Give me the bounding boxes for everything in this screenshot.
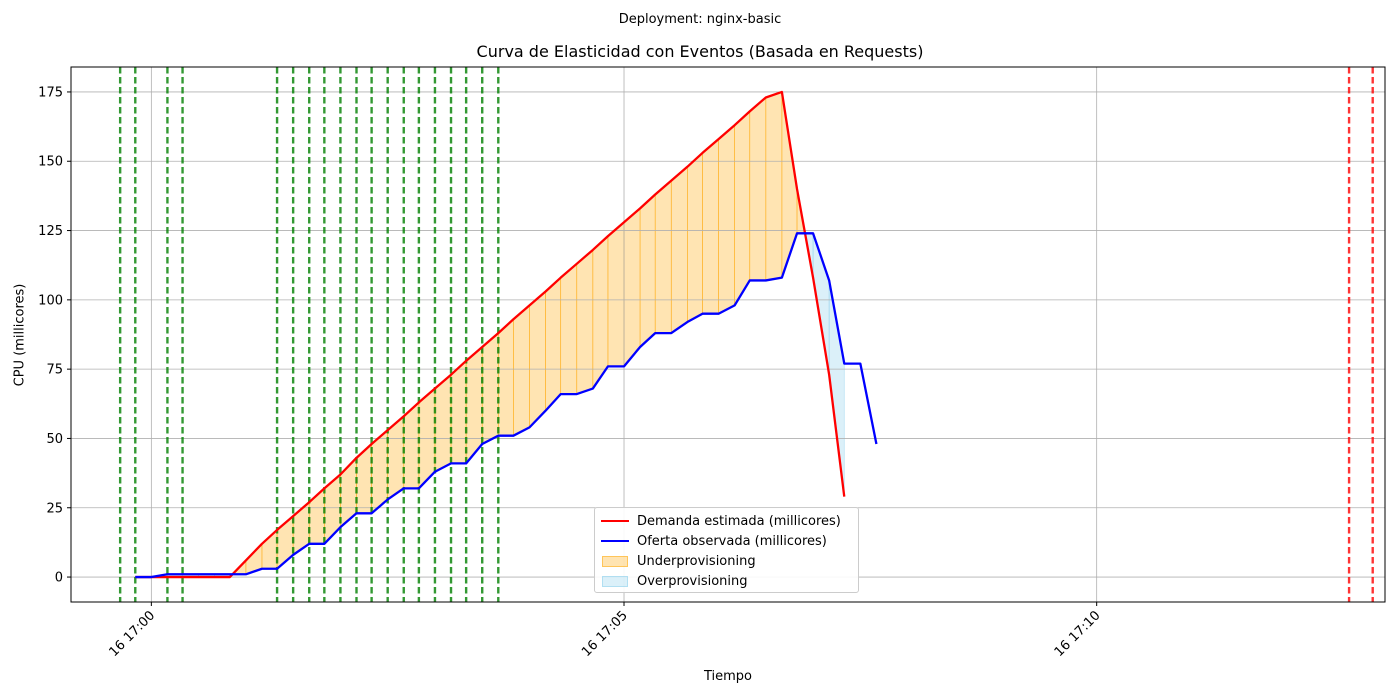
underprovisioning-area [734, 110, 751, 307]
underprovisioning-area [450, 360, 467, 464]
legend-label-under: Underprovisioning [637, 553, 756, 569]
legend-item-supply: Oferta observada (millicores) [601, 531, 827, 551]
demand-line [135, 90, 846, 579]
y-tick-label: 75 [46, 363, 63, 378]
underprovisioning-area [781, 91, 798, 278]
y-tick-label: 100 [38, 293, 63, 308]
legend-swatch-under [602, 555, 628, 567]
underprovisioning-area [670, 166, 688, 334]
legend-swatch-supply [601, 540, 629, 542]
legend-swatch-over [602, 575, 628, 587]
y-tick-label: 150 [38, 155, 63, 170]
legend-item-demand: Demanda estimada (millicores) [601, 511, 841, 531]
underprovisioning-area [481, 332, 499, 445]
underprovisioning-area [434, 373, 452, 473]
y-tick-label: 125 [38, 224, 63, 239]
underprovisioning-area [687, 152, 703, 323]
suptitle: Deployment: nginx-basic [618, 12, 782, 27]
x-tick-label: 16 17:00 [106, 608, 158, 660]
legend: Demanda estimada (millicores) Oferta obs… [594, 507, 859, 593]
underprovisioning-area [545, 276, 562, 412]
y-tick-label: 25 [46, 501, 63, 516]
legend-label-demand: Demanda estimada (millicores) [637, 513, 841, 529]
underprovisioning-area [749, 96, 767, 281]
underprovisioning-area [623, 207, 641, 368]
supply-line [135, 232, 878, 579]
underprovisioning-area [592, 235, 609, 390]
legend-item-under: Underprovisioning [601, 551, 756, 571]
underprovisioning-area [639, 193, 656, 348]
underprovisioning-area [765, 91, 783, 281]
legend-label-over: Overprovisioning [637, 573, 748, 589]
underprovisioning-area [702, 138, 719, 315]
x-tick-label: 16 17:05 [579, 608, 631, 660]
y-tick-label: 175 [38, 85, 63, 100]
x-axis-label: Tiempo [703, 669, 753, 684]
plot-frame [70, 66, 1386, 603]
legend-swatch-demand [601, 520, 629, 522]
x-tick-label: 16 17:10 [1052, 608, 1104, 660]
underprovisioning-area [654, 179, 672, 334]
y-tick-label: 50 [46, 432, 63, 447]
chart-title: Curva de Elasticidad con Eventos (Basada… [476, 42, 924, 61]
y-tick-label: 0 [55, 571, 63, 586]
underprovisioning-area [576, 249, 594, 395]
underprovisioning-area [718, 124, 735, 315]
legend-label-supply: Oferta observada (millicores) [637, 533, 827, 549]
underprovisioning-area [560, 263, 578, 395]
underprovisioning-area [513, 304, 530, 437]
underprovisioning-area [607, 221, 625, 367]
underprovisioning-area [529, 290, 546, 429]
underprovisioning-area [497, 318, 514, 437]
legend-item-over: Overprovisioning [601, 571, 748, 591]
